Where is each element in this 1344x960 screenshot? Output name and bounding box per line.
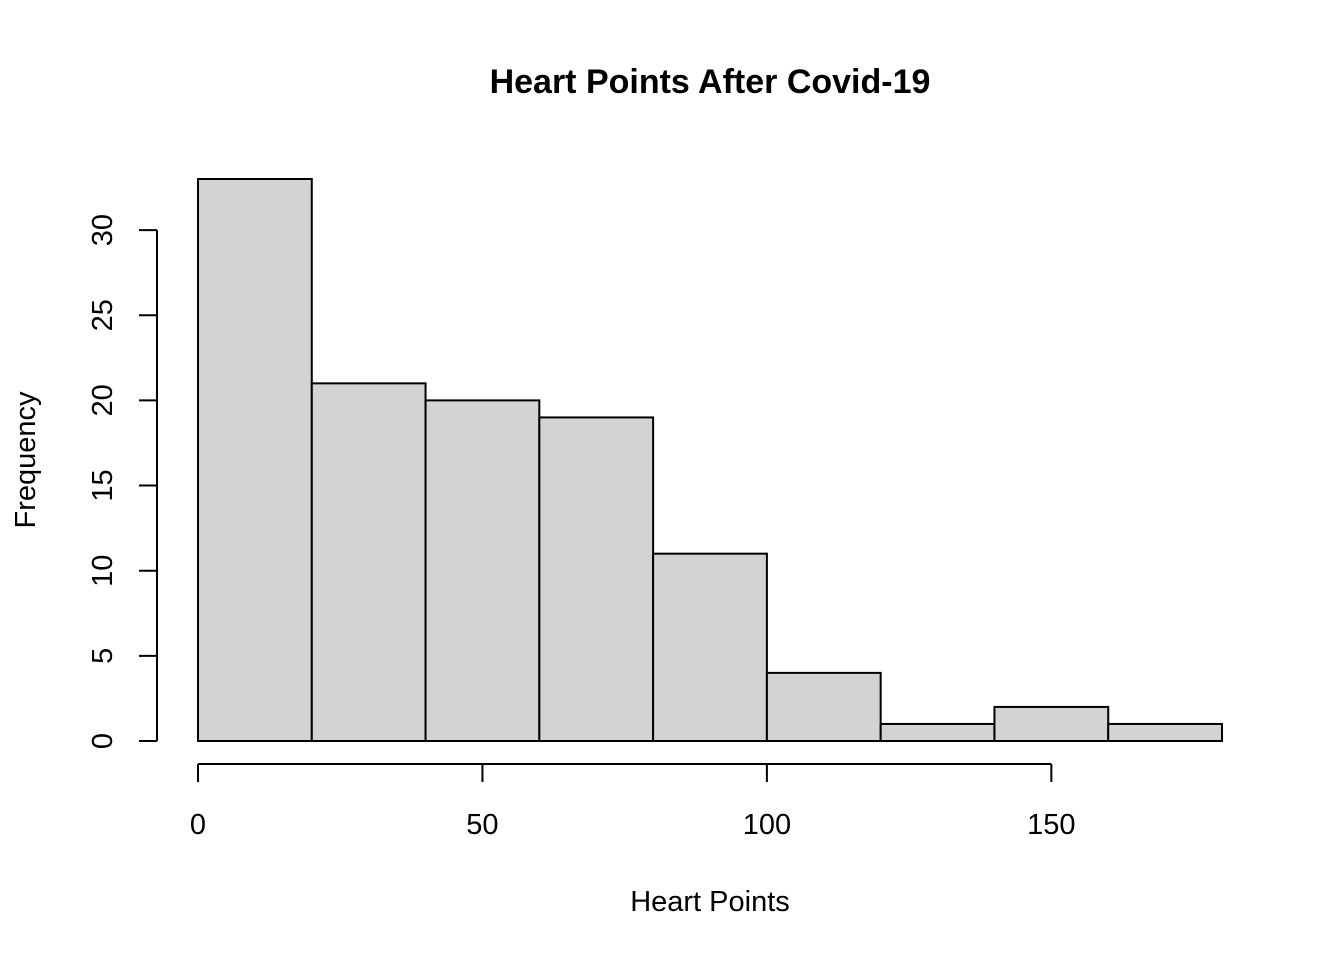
x-tick-label-2: 100: [743, 809, 791, 841]
x-tick-label-0: 0: [190, 809, 206, 841]
histogram-bar-8: [1107, 722, 1223, 743]
y-tick-label-1: 5: [87, 648, 119, 664]
bars-group: [197, 178, 1223, 743]
y-tick-label-2: 10: [87, 555, 119, 587]
y-tick-label-0: 0: [87, 733, 119, 749]
histogram-bar-6: [879, 722, 996, 743]
y-tick-label-3: 15: [87, 469, 119, 501]
x-tick-label-1: 50: [466, 809, 498, 841]
y-tick-label-6: 30: [87, 214, 119, 246]
x-tick-label-3: 150: [1027, 809, 1075, 841]
y-tick-label-5: 25: [87, 299, 119, 331]
y-tick-label-4: 20: [87, 384, 119, 416]
histogram-bar-1: [310, 382, 427, 742]
histogram-bar-2: [424, 399, 541, 742]
chart-title: Heart Points After Covid-19: [490, 63, 931, 101]
y-axis: 0 5 10 15 20 25 30: [87, 214, 158, 749]
histogram-bar-7: [993, 705, 1110, 742]
histogram-bar-5: [765, 671, 882, 742]
x-axis-label: Heart Points: [630, 886, 790, 918]
histogram-bar-4: [652, 552, 768, 743]
x-axis: 0 50 100 150: [190, 763, 1076, 841]
histogram-bar-3: [538, 416, 655, 742]
y-axis-label: Frequency: [10, 391, 42, 529]
histogram-bar-0: [197, 178, 313, 742]
